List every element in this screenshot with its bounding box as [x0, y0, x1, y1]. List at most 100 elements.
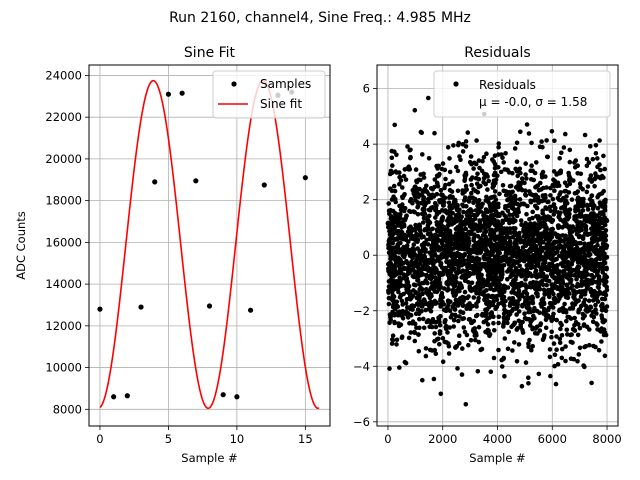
residuals-xtick-label: 8000 [592, 432, 621, 446]
residual-point [459, 372, 465, 377]
residual-point [432, 177, 438, 182]
residual-point [450, 279, 455, 285]
residual-point [599, 326, 604, 331]
residual-point [541, 335, 547, 341]
residual-point [406, 335, 412, 341]
residual-point [529, 163, 534, 168]
sample-point [247, 307, 254, 313]
residual-point [516, 288, 522, 294]
residual-point [409, 259, 414, 265]
residual-point [490, 258, 496, 263]
residual-point [476, 324, 482, 330]
residual-point [574, 213, 579, 219]
residual-point [424, 183, 429, 189]
residual-point [596, 218, 602, 223]
residual-point [482, 293, 487, 298]
residual-point [464, 187, 470, 192]
residual-point [405, 144, 410, 149]
residual-point [492, 189, 498, 194]
residual-point [595, 174, 601, 180]
sine-fit-xtick-label: 5 [165, 432, 172, 446]
residual-point [602, 353, 608, 359]
residuals-title: Residuals [464, 45, 530, 61]
residual-point [514, 159, 520, 164]
residuals-ytick-label: 2 [363, 193, 370, 207]
residual-point [406, 250, 412, 256]
residual-point [518, 170, 523, 176]
residual-point [468, 177, 474, 182]
residual-point [519, 383, 525, 389]
residual-point [456, 333, 462, 339]
residual-point [546, 199, 551, 204]
residual-point [396, 223, 401, 228]
residual-point [533, 231, 539, 236]
residual-point [500, 183, 506, 188]
residual-point [398, 293, 404, 298]
residual-point [504, 226, 510, 231]
residual-point [475, 171, 480, 177]
residual-point [463, 402, 469, 407]
residual-point [509, 290, 514, 295]
residual-point [482, 230, 487, 236]
residual-point [530, 295, 536, 301]
residual-point [477, 257, 482, 262]
residual-point [519, 176, 525, 181]
residual-point [547, 354, 553, 360]
residual-point [426, 192, 432, 197]
residual-point [550, 182, 555, 188]
residual-point [488, 205, 493, 210]
residual-point [476, 158, 482, 163]
residual-point [496, 301, 501, 307]
residual-point [506, 196, 512, 201]
residual-point [506, 249, 511, 254]
residual-point [596, 285, 601, 291]
residual-point [555, 263, 560, 268]
residual-point [412, 338, 418, 344]
residual-point [565, 242, 571, 247]
residual-point [413, 167, 419, 172]
residual-point [429, 348, 435, 353]
residual-point [390, 309, 395, 315]
residual-point [456, 318, 461, 324]
residual-point [485, 300, 491, 305]
sample-point [234, 394, 240, 400]
residual-point [438, 391, 444, 397]
residual-point [602, 166, 607, 172]
residual-point [594, 311, 599, 316]
residual-point [564, 282, 569, 288]
residual-point [540, 255, 546, 260]
residual-point [572, 315, 577, 321]
residual-point [454, 279, 459, 285]
residual-point [522, 251, 528, 256]
residual-point [496, 314, 502, 320]
residual-point [467, 285, 473, 291]
residual-point [517, 249, 523, 254]
residual-point [584, 284, 590, 289]
residual-point [526, 344, 531, 350]
residual-point [431, 194, 437, 199]
residual-point [491, 270, 497, 276]
residual-point [542, 234, 547, 239]
residual-point [432, 130, 437, 136]
residual-point [552, 297, 558, 302]
residual-point [492, 170, 498, 176]
residual-point [419, 253, 424, 258]
residual-point [539, 198, 545, 204]
residual-point [529, 347, 534, 353]
residual-point [599, 220, 605, 226]
residual-point [495, 223, 501, 229]
residual-point [590, 235, 596, 241]
residual-point [579, 279, 585, 284]
residual-point [496, 144, 501, 150]
residual-point [591, 343, 596, 349]
residual-point [561, 219, 566, 224]
residual-point [493, 306, 498, 312]
residual-point [502, 299, 507, 304]
residual-point [512, 146, 518, 151]
residual-point [413, 311, 419, 317]
residual-point [573, 320, 579, 325]
residual-point [603, 242, 608, 248]
residual-point [568, 356, 574, 362]
residual-point [530, 343, 535, 349]
residual-point [443, 236, 448, 241]
